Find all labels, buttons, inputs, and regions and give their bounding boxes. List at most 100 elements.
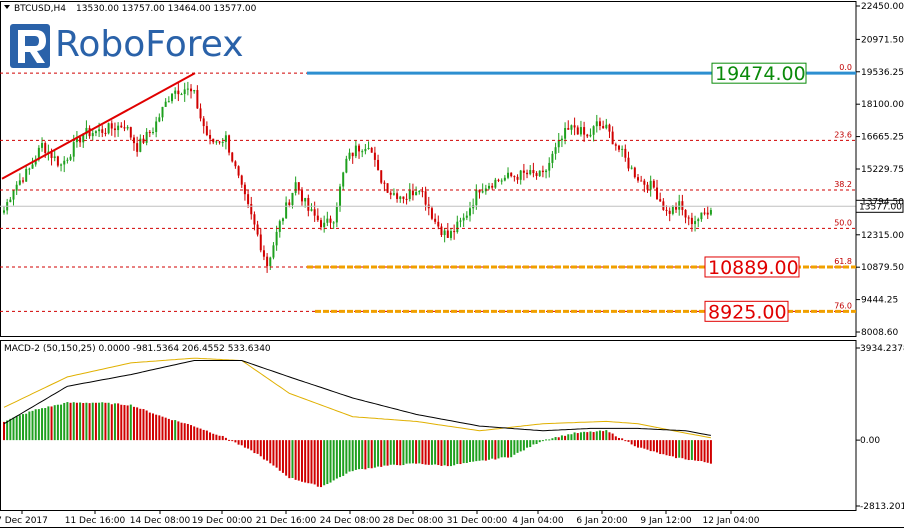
candle-body <box>709 210 712 215</box>
candle-body <box>253 214 256 225</box>
macd-bar <box>678 440 681 458</box>
candle-body <box>649 180 652 190</box>
fib-price-box <box>711 62 807 84</box>
candle-body <box>228 135 231 153</box>
macd-bar <box>402 440 405 466</box>
candle-body <box>516 176 519 180</box>
candle-body <box>307 197 310 211</box>
macd-bar <box>101 402 104 441</box>
price-tick-label: 18100.00 <box>861 100 904 110</box>
macd-bar <box>411 440 414 464</box>
current-price-box <box>855 199 904 213</box>
candle-body <box>630 167 633 169</box>
macd-bar <box>291 440 294 479</box>
candle-body <box>589 134 592 137</box>
candle-body <box>56 156 59 166</box>
candle-body <box>468 208 471 216</box>
candle-body <box>323 222 326 228</box>
candle-body <box>392 193 395 195</box>
fib-price-box <box>704 256 800 278</box>
macd-group <box>3 357 712 488</box>
candle-body <box>199 108 202 119</box>
macd-bar <box>497 440 500 459</box>
candle-body <box>532 170 535 174</box>
macd-bar <box>377 440 380 467</box>
macd-bar <box>617 437 620 441</box>
candle-body <box>611 131 614 145</box>
macd-bar <box>453 440 456 466</box>
macd-bar <box>281 440 284 473</box>
candle-body <box>456 221 459 232</box>
fib-level-label: 38.2 <box>834 180 852 189</box>
macd-bar <box>44 408 47 441</box>
macd-bar <box>247 440 250 449</box>
macd-bar <box>386 440 389 466</box>
symbol-dropdown-icon[interactable] <box>4 5 10 9</box>
candle-body <box>158 117 161 122</box>
macd-bar <box>449 440 452 467</box>
macd-bar <box>399 440 402 466</box>
candle-body <box>310 209 313 211</box>
candle-body <box>60 164 63 166</box>
candle-body <box>151 132 154 134</box>
candle-body <box>576 127 579 135</box>
macd-bar <box>129 404 132 441</box>
candle-body <box>88 127 91 137</box>
candle-body <box>12 190 15 200</box>
candle-body <box>430 208 433 219</box>
candle-body <box>320 220 322 228</box>
macd-bar <box>627 440 630 442</box>
candle-body <box>237 166 240 176</box>
macd-bar <box>621 438 624 441</box>
macd-bar <box>675 440 678 459</box>
trend-line <box>1 72 196 180</box>
macd-bar <box>272 440 275 466</box>
macd-bar <box>75 402 78 441</box>
candle-body <box>396 193 399 199</box>
macd-bar <box>186 423 189 441</box>
macd-bar <box>126 405 129 441</box>
candle-body <box>659 199 662 202</box>
candle-body <box>370 147 373 153</box>
macd-bar <box>307 440 310 484</box>
macd-bar <box>567 434 570 441</box>
candle-body <box>503 177 506 181</box>
candle-body <box>408 190 411 200</box>
candle-body <box>18 180 21 185</box>
fib-level-label: 0.0 <box>839 63 852 72</box>
candle-body <box>37 147 40 160</box>
macd-bar <box>662 440 665 455</box>
macd-bar <box>18 415 21 441</box>
macd-pane-frame <box>0 340 857 511</box>
macd-bar <box>104 402 107 441</box>
macd-bar <box>91 402 94 441</box>
candle-body <box>66 159 69 161</box>
candle-body <box>123 127 126 129</box>
candle-body <box>259 234 262 251</box>
macd-bar <box>424 440 427 465</box>
macd-bar <box>285 440 288 476</box>
macd-bar <box>659 440 662 455</box>
macd-bar <box>529 440 532 448</box>
macd-bar <box>205 430 208 441</box>
candle-body <box>465 215 468 218</box>
macd-label: MACD-2 (50,150,25) 0.0000 -981.5364 206.… <box>4 344 271 354</box>
macd-bar <box>364 440 367 470</box>
candle-body <box>212 138 215 143</box>
candle-body <box>342 172 345 187</box>
macd-bar <box>313 440 316 485</box>
candle-body <box>354 145 357 157</box>
candle-body <box>681 201 684 210</box>
macd-bar <box>405 440 408 464</box>
macd-tick-label: 3934.2378 <box>860 344 904 354</box>
candle-body <box>402 196 405 199</box>
macd-bar <box>684 440 687 460</box>
macd-bar <box>652 440 655 452</box>
time-tick-label: 12 Jan 04:00 <box>703 516 760 526</box>
candle-body <box>694 221 697 225</box>
fib-price-box <box>704 300 789 322</box>
candle-body <box>161 106 164 118</box>
candle-body <box>434 218 437 222</box>
